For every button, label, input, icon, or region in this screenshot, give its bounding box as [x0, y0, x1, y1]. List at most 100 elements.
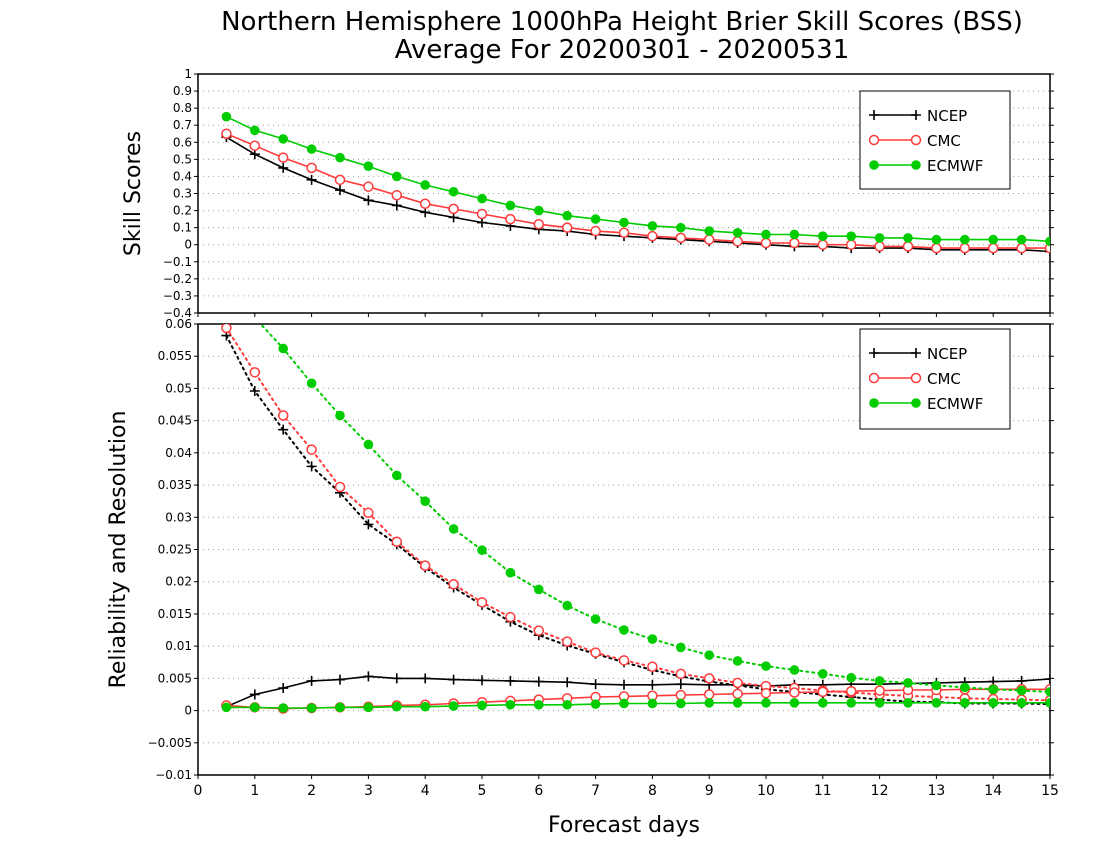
bottom-point-cmc-resolution	[476, 597, 488, 608]
bottom-x-tick-label: 1	[250, 783, 259, 799]
bottom-x-tick-label: 11	[814, 783, 832, 799]
bottom-y-tick-label: 0.035	[158, 478, 192, 492]
bottom-y-tick-label: −0.01	[155, 768, 192, 782]
bottom-point-cmc-reliability	[675, 689, 687, 701]
top-point-ecmwf	[874, 233, 885, 243]
bottom-point-ecmwf-resolution	[278, 343, 289, 354]
bottom-x-tick-label: 12	[871, 783, 889, 799]
bottom-point-ncep-reliability	[505, 675, 516, 686]
bottom-point-ecmwf-reliability	[505, 699, 516, 710]
bottom-point-ncep-reliability	[477, 675, 487, 686]
top-y-tick-label: 0.7	[173, 118, 192, 132]
top-point-cmc	[959, 242, 971, 254]
bottom-y-tick-label: 0.015	[158, 607, 192, 621]
top-point-ecmwf	[534, 205, 544, 216]
top-legend-marker-ncep	[911, 110, 921, 120]
top-point-ncep	[278, 162, 289, 173]
top-legend-marker-ecmwf	[911, 160, 921, 170]
top-point-cmc	[590, 225, 601, 237]
bottom-panel: −0.01 −0.005 0 0.005 0.01 0.015 0.02 0.025 0.03 0…	[106, 317, 1059, 838]
bottom-legend-label-ncep: NCEP	[927, 345, 967, 363]
top-point-ncep	[335, 185, 345, 196]
bottom-point-ecmwf-reliability	[789, 698, 800, 708]
bottom-x-tick-label: 14	[984, 783, 1002, 799]
top-panel: −0.4 −0.3 −0.2 −0.1 0 0.1 0.2 0.3 0.4 0.5 0.6 0.7 0.…	[121, 67, 1054, 320]
top-point-ecmwf	[363, 161, 374, 171]
bottom-point-ncep-reliability	[335, 674, 345, 685]
top-point-cmc	[533, 218, 545, 230]
bottom-legend-marker-cmc	[868, 372, 880, 384]
bottom-legend-label-ecmwf: ECMWF	[927, 395, 983, 413]
bottom-point-ecmwf-resolution	[1045, 687, 1050, 697]
bottom-point-ncep-reliability	[619, 679, 629, 690]
top-y-tick-label: 0.6	[173, 135, 192, 149]
bottom-point-cmc-reliability	[732, 688, 743, 700]
top-point-ecmwf	[477, 193, 487, 204]
bottom-point-ncep-resolution	[249, 386, 260, 397]
top-point-ecmwf	[392, 171, 402, 182]
top-point-ecmwf	[562, 210, 572, 221]
top-y-tick-label: 0.4	[173, 169, 192, 183]
bottom-legend-marker-ecmwf	[869, 398, 879, 408]
top-y-tick-label: −0.3	[163, 289, 192, 303]
bottom-point-ncep-reliability	[278, 683, 289, 694]
bottom-point-ncep-reliability	[363, 671, 374, 682]
bottom-point-ecmwf-resolution	[335, 410, 345, 421]
bottom-point-ncep-resolution	[278, 424, 289, 435]
bottom-point-ecmwf-resolution	[761, 661, 771, 671]
bottom-point-cmc-resolution	[334, 481, 346, 493]
bottom-point-cmc-resolution	[363, 507, 374, 519]
top-point-cmc	[363, 181, 374, 192]
bottom-point-ecmwf-resolution	[903, 678, 913, 688]
bottom-plot-frame	[197, 323, 1051, 776]
bottom-point-ncep-reliability	[647, 679, 658, 690]
bottom-y-tick-label: −0.005	[148, 736, 192, 750]
bottom-point-cmc-reliability	[760, 687, 772, 699]
bottom-point-ecmwf-resolution	[448, 524, 459, 534]
bottom-x-tick-label: 2	[307, 783, 316, 799]
bottom-point-ecmwf-resolution	[960, 682, 970, 693]
top-point-ecmwf	[846, 231, 856, 241]
bottom-point-cmc-resolution	[448, 579, 459, 590]
top-point-ecmwf	[647, 221, 658, 231]
bottom-point-ncep-reliability	[420, 673, 431, 684]
top-legend-marker-ncep	[869, 110, 879, 120]
bottom-point-ecmwf-reliability	[562, 699, 572, 710]
bottom-legend-marker-cmc	[910, 372, 922, 384]
bottom-point-ecmwf-resolution	[732, 656, 743, 666]
bottom-point-cmc-resolution	[561, 636, 573, 647]
top-point-ncep	[306, 174, 317, 185]
bottom-point-ncep-reliability	[533, 676, 544, 687]
bottom-point-cmc-reliability	[817, 686, 829, 698]
bottom-y-tick-label: 0.05	[165, 381, 192, 395]
bottom-point-ecmwf-resolution	[846, 672, 856, 683]
top-point-ecmwf	[619, 217, 629, 228]
top-point-ecmwf	[335, 152, 345, 163]
top-point-cmc	[845, 239, 857, 250]
top-y-tick-label: 0.1	[173, 221, 192, 235]
bottom-legend-marker-ncep	[911, 348, 921, 358]
top-point-cmc	[277, 152, 289, 163]
top-point-cmc	[618, 227, 630, 239]
top-point-cmc	[505, 213, 516, 225]
bottom-x-tick-label: 5	[478, 783, 487, 799]
top-point-cmc	[647, 230, 658, 242]
bottom-point-ncep-reliability	[448, 674, 459, 685]
bottom-x-tick-label: 15	[1041, 783, 1059, 799]
top-legend-label-ncep: NCEP	[927, 107, 967, 125]
bottom-point-ecmwf-reliability	[732, 698, 743, 708]
bottom-point-ecmwf-reliability	[250, 702, 260, 713]
top-point-ecmwf	[903, 233, 913, 243]
bottom-point-ecmwf-reliability	[448, 701, 459, 711]
bottom-x-tick-label: 4	[421, 783, 430, 799]
bottom-y-tick-label: 0.04	[165, 446, 192, 460]
bottom-y-tick-label: 0.03	[165, 510, 192, 524]
top-legend-label-cmc: CMC	[927, 132, 961, 150]
bottom-y-tick-label: 0.045	[158, 414, 192, 428]
bottom-point-ecmwf-resolution	[931, 680, 942, 691]
bottom-point-ecmwf-resolution	[477, 545, 487, 555]
bottom-point-ecmwf-reliability	[619, 698, 629, 709]
top-point-cmc	[334, 174, 346, 186]
top-point-ecmwf	[420, 180, 431, 190]
bottom-point-ecmwf-reliability	[846, 698, 856, 708]
